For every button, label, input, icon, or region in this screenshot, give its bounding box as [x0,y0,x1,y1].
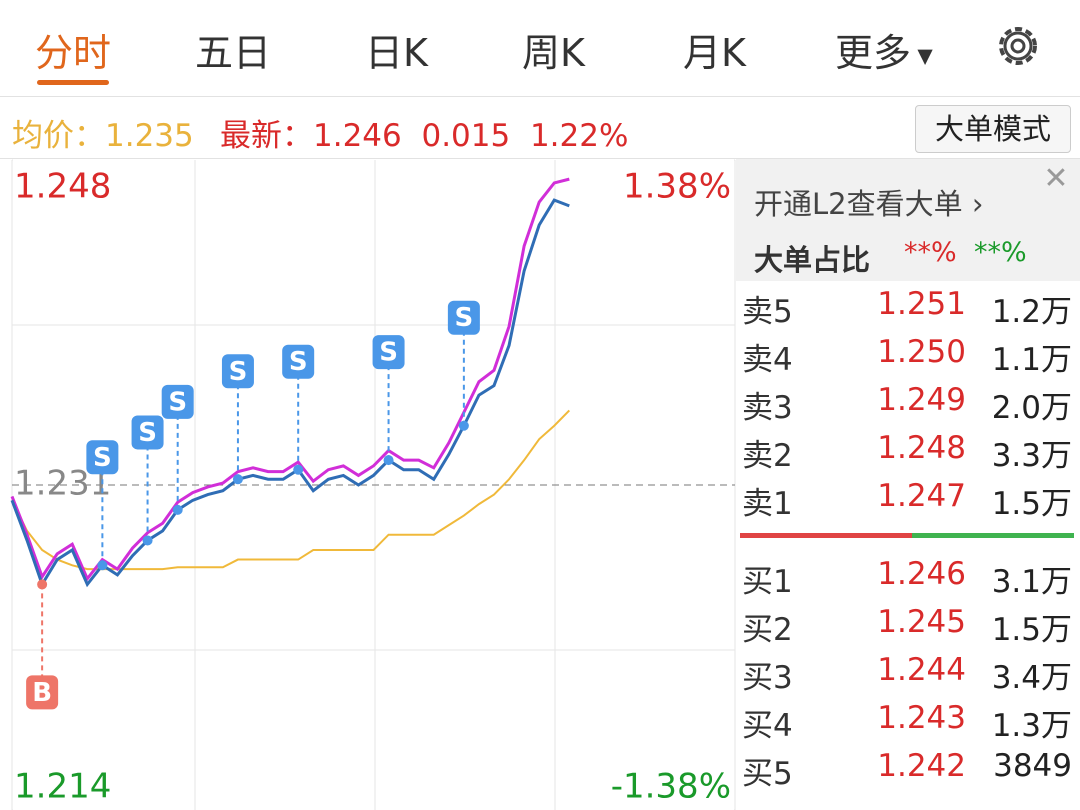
volume: 1.2万 [991,294,1072,330]
order-row: 卖2 1.248 3.3万 [742,430,1072,478]
order-row: 卖5 1.251 1.2万 [742,286,1072,334]
price: 1.250 [877,334,966,370]
order-row: 买1 1.246 3.1万 [742,556,1072,604]
trade-point [232,474,243,485]
trade-point [37,579,48,590]
level: 卖1 [742,486,793,522]
level: 买2 [742,612,793,648]
price: 1.245 [877,604,966,640]
level: 买4 [742,708,793,744]
avg-price: 均价：1.235 [12,118,194,154]
trade-badge [26,675,59,710]
trade-badge [221,354,254,389]
order-row: 卖4 1.250 1.1万 [742,334,1072,382]
price: 1.246 [877,556,966,592]
trade-point [97,560,108,571]
level: 买1 [742,564,793,600]
volume: 3849 [993,748,1072,784]
trade-badge [372,335,405,370]
tab[interactable]: 更多 ▼ [835,31,933,75]
order-row: 卖3 1.249 2.0万 [742,382,1072,430]
level: 卖2 [742,438,793,474]
latest-price: 最新：1.246 0.015 1.22% [220,118,629,154]
price: 1.249 [877,382,966,418]
trade-label: S [379,338,398,368]
price: 1.251 [877,286,966,322]
promo-panel: 开通L2查看大单 › ✕ 大单占比 **% **% [736,159,1080,281]
trade-badge [447,300,480,335]
volume: 1.1万 [991,342,1072,378]
tab[interactable]: 日K [365,31,428,75]
price: 1.242 [877,748,966,784]
ratio-label: 大单占比 [754,243,871,277]
settings-icon[interactable] [992,20,1044,72]
tab[interactable]: 分时 [35,31,112,75]
trade-label: S [138,418,157,448]
trade-badge [282,344,315,379]
level: 卖3 [742,390,793,426]
series-line [10,198,570,588]
level: 买3 [742,660,793,696]
order-row: 买3 1.244 3.4万 [742,652,1072,700]
buy-bar [912,533,1074,538]
volume: 1.5万 [991,612,1072,648]
y-tick-label: 1.248 [14,167,111,207]
ratio-sell: **% [904,237,957,268]
trade-point [172,504,183,515]
trade-point [293,464,304,475]
order-row: 买5 1.242 3849 [742,748,1072,796]
volume: 3.1万 [991,564,1072,600]
order-row: 买4 1.243 1.3万 [742,700,1072,748]
tab[interactable]: 五日 [195,31,272,75]
trade-label: S [168,387,187,417]
price: 1.244 [877,652,966,688]
promo-link[interactable]: 开通L2查看大单 › [754,187,984,221]
series-line [10,177,570,582]
trade-point [383,455,394,466]
trade-point [142,535,153,546]
volume: 2.0万 [991,390,1072,426]
level: 买5 [742,756,793,792]
trade-badge [131,415,164,450]
trade-badge [161,384,194,419]
y-tick-label: 1.214 [14,767,111,807]
trade-label: B [32,678,52,708]
volume: 3.4万 [991,660,1072,696]
tab[interactable]: 月K [683,31,746,75]
level: 卖5 [742,294,793,330]
price: 1.243 [877,700,966,736]
level: 卖4 [742,342,793,378]
divider [0,96,1080,97]
tab-underline [37,80,109,85]
trade-label: S [289,347,308,377]
volume: 1.3万 [991,708,1072,744]
y2-tick-label: -1.38% [611,767,731,807]
big-order-button[interactable]: 大单模式 [915,105,1071,153]
order-row: 买2 1.245 1.5万 [742,604,1072,652]
tab-label: 更多 [835,31,912,75]
price: 1.247 [877,478,966,514]
sell-bar [740,533,912,538]
volume: 1.5万 [991,486,1072,522]
trade-label: S [455,303,474,333]
trade-badge [86,440,119,475]
divider [0,158,1080,159]
trade-label: S [93,443,112,473]
trade-label: S [229,357,248,387]
trade-point [458,420,469,431]
tab[interactable]: 周K [522,31,585,75]
order-row: 卖1 1.247 1.5万 [742,478,1072,526]
volume: 3.3万 [991,438,1072,474]
close[interactable]: ✕ [1043,161,1069,196]
price: 1.248 [877,430,966,466]
ratio-buy: **% [974,237,1027,268]
y2-tick-label: 1.38% [623,167,731,207]
